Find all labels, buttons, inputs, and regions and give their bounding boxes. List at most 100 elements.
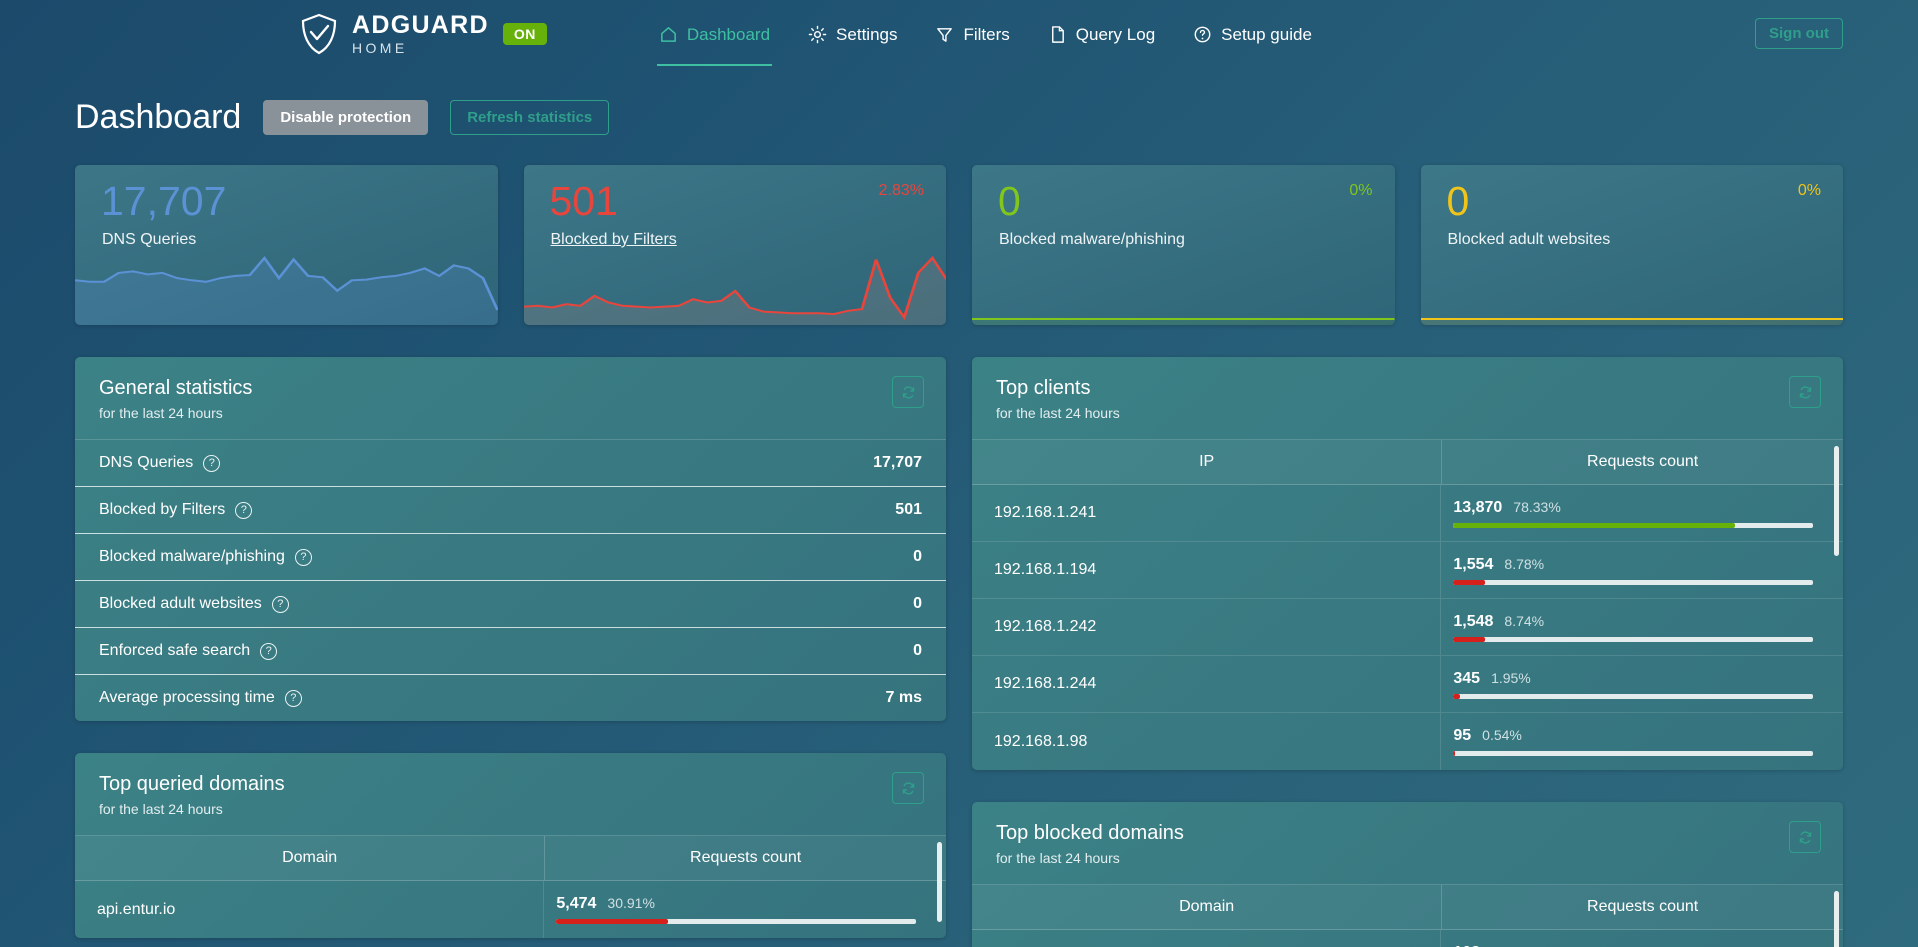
row-count-cell: 345 1.95% [1440, 656, 1843, 712]
nav-label-setup-guide: Setup guide [1221, 24, 1312, 44]
row-name-label[interactable]: 192.168.1.98 [994, 732, 1088, 750]
statistic-row: Average processing time? 7 ms [75, 675, 946, 721]
refresh-icon [902, 385, 914, 399]
panel-title: Top queried domains [99, 773, 285, 795]
stat-card-label[interactable]: Blocked by Filters [550, 231, 677, 248]
table-header: IP Requests count [972, 440, 1843, 485]
row-count-value: 108 [1453, 944, 1480, 947]
table-row: 192.168.1.241 13,870 78.33% [972, 485, 1843, 542]
panel-subtitle: for the last 24 hours [99, 405, 223, 421]
brand-logo[interactable]: ADGUARD HOME [300, 13, 489, 55]
column-header-requests-count: Requests count [1441, 440, 1843, 484]
table-scrollbar[interactable] [1834, 891, 1839, 947]
row-name-label[interactable]: 192.168.1.194 [994, 561, 1097, 578]
protection-status-badge: ON [502, 23, 547, 45]
brand-text: ADGUARD HOME [352, 11, 489, 56]
stat-card-label: Blocked malware/phishing [999, 231, 1185, 248]
row-name-label[interactable]: 192.168.1.242 [994, 618, 1097, 635]
table-wrapper: IP Requests count 192.168.1.241 13,870 78.… [972, 440, 1843, 770]
table-row: 192.168.1.242 1,548 8.74% [972, 599, 1843, 656]
stat-card-percent: 2.83% [878, 182, 924, 199]
row-count-value: 95 [1453, 727, 1472, 744]
row-count-cell: 1,548 8.74% [1440, 599, 1843, 655]
stat-card-1: 501 2.83% Blocked by Filters [523, 165, 946, 325]
refresh-top-blocked-domains-button[interactable] [1789, 821, 1821, 853]
disable-protection-button[interactable]: Disable protection [263, 100, 429, 135]
row-count-line: 5,474 30.91% [556, 895, 916, 913]
statistic-row: Blocked adult websites? 0 [75, 581, 946, 628]
nav-item-settings[interactable]: Settings [806, 3, 899, 66]
row-progress-bar [1453, 693, 1813, 699]
table-row: 192.168.1.194 1,554 8.78% [972, 542, 1843, 599]
stat-cards-row: 17,707 DNS Queries 501 2.83% Blocked by Filt… [75, 165, 1843, 325]
help-icon[interactable]: ? [235, 501, 253, 519]
help-icon[interactable]: ? [260, 642, 278, 660]
brand-title: ADGUARD [352, 11, 489, 39]
statistic-label: Average processing time [99, 689, 275, 706]
refresh-statistics-button[interactable]: Refresh statistics [450, 100, 610, 135]
row-count-percent: 0.54% [1482, 727, 1522, 743]
main-nav: Dashboard Settings Filters [656, 3, 1314, 66]
stat-card-percent: 0% [1797, 182, 1821, 199]
row-count-percent: 1.95% [1491, 669, 1531, 686]
refresh-top-queried-domains-button[interactable] [892, 772, 924, 804]
refresh-top-clients-button[interactable] [1789, 376, 1821, 408]
statistic-value: 0 [913, 548, 922, 565]
top-blocked-domains-rows: vortex.data.microsoft.com10821.56% [972, 930, 1843, 947]
nav-item-filters[interactable]: Filters [933, 3, 1011, 66]
table-header: Domain Requests count [972, 885, 1843, 930]
table-row: api.entur.io 5,474 30.91% [75, 881, 946, 938]
help-icon[interactable]: ? [203, 454, 221, 472]
stat-card-value: 501 [549, 178, 618, 224]
row-count-cell: 95 0.54% [1440, 713, 1843, 770]
refresh-icon [1799, 385, 1811, 399]
help-icon[interactable]: ? [271, 595, 289, 613]
stat-card-3: 0 0% Blocked adult websites [1420, 165, 1843, 325]
table-wrapper: Domain Requests count api.entur.io 5,474 3… [75, 836, 946, 938]
statistic-value: 0 [913, 595, 922, 612]
statistic-label-group: Blocked by Filters? [99, 501, 253, 519]
general-statistics-panel: General statistics for the last 24 hours… [75, 357, 946, 721]
stat-card-value: 0 [998, 178, 1021, 224]
statistic-label-group: DNS Queries? [99, 454, 221, 472]
help-icon[interactable]: ? [284, 689, 302, 707]
row-progress-fill [1453, 579, 1485, 585]
nav-item-query-log[interactable]: Query Log [1046, 3, 1157, 66]
table-scrollbar[interactable] [1834, 446, 1839, 556]
row-progress-fill [1453, 522, 1736, 528]
row-count-line: 95 0.54% [1453, 727, 1813, 745]
row-name-cell: 192.168.1.242 [972, 618, 1440, 636]
column-header-domain: Domain [282, 849, 338, 866]
page-content: Dashboard Disable protection Refresh sta… [0, 98, 1918, 947]
row-progress-bar [1453, 636, 1813, 642]
table-header: Domain Requests count [75, 836, 946, 881]
page-header: Dashboard Disable protection Refresh sta… [75, 98, 1843, 137]
statistic-label: Enforced safe search [99, 642, 251, 659]
help-icon[interactable]: ? [294, 548, 312, 566]
row-progress-bar [1453, 522, 1813, 528]
column-header-domain: Domain [1179, 898, 1235, 915]
table-row: 192.168.1.244 345 1.95% [972, 656, 1843, 713]
statistic-row: DNS Queries? 17,707 [75, 440, 946, 487]
row-name-label[interactable]: api.entur.io [97, 900, 176, 918]
panel-subtitle: for the last 24 hours [996, 405, 1120, 421]
table-scrollbar[interactable] [937, 842, 942, 922]
row-count-value: 345 [1453, 669, 1481, 687]
statistic-label: DNS Queries [99, 454, 194, 471]
nav-item-setup-guide[interactable]: Setup guide [1191, 3, 1314, 66]
nav-item-dashboard[interactable]: Dashboard [656, 3, 773, 66]
funnel-icon [937, 28, 953, 42]
row-name-label[interactable]: 192.168.1.241 [994, 504, 1097, 521]
statistic-value: 0 [913, 642, 922, 659]
stat-card-sparkline [1420, 250, 1843, 325]
panel-title: Top blocked domains [996, 822, 1184, 844]
sign-out-button[interactable]: Sign out [1755, 18, 1843, 49]
table-row: vortex.data.microsoft.com10821.56% [972, 930, 1843, 947]
refresh-general-statistics-button[interactable] [892, 376, 924, 408]
row-count-line: 108 21.56% [1453, 944, 1813, 947]
statistic-row: Enforced safe search? 0 [75, 628, 946, 675]
stat-card-label: DNS Queries [102, 231, 197, 248]
top-blocked-domains-panel: Top blocked domains for the last 24 hour… [972, 802, 1843, 947]
row-name-label[interactable]: 192.168.1.244 [994, 675, 1097, 692]
